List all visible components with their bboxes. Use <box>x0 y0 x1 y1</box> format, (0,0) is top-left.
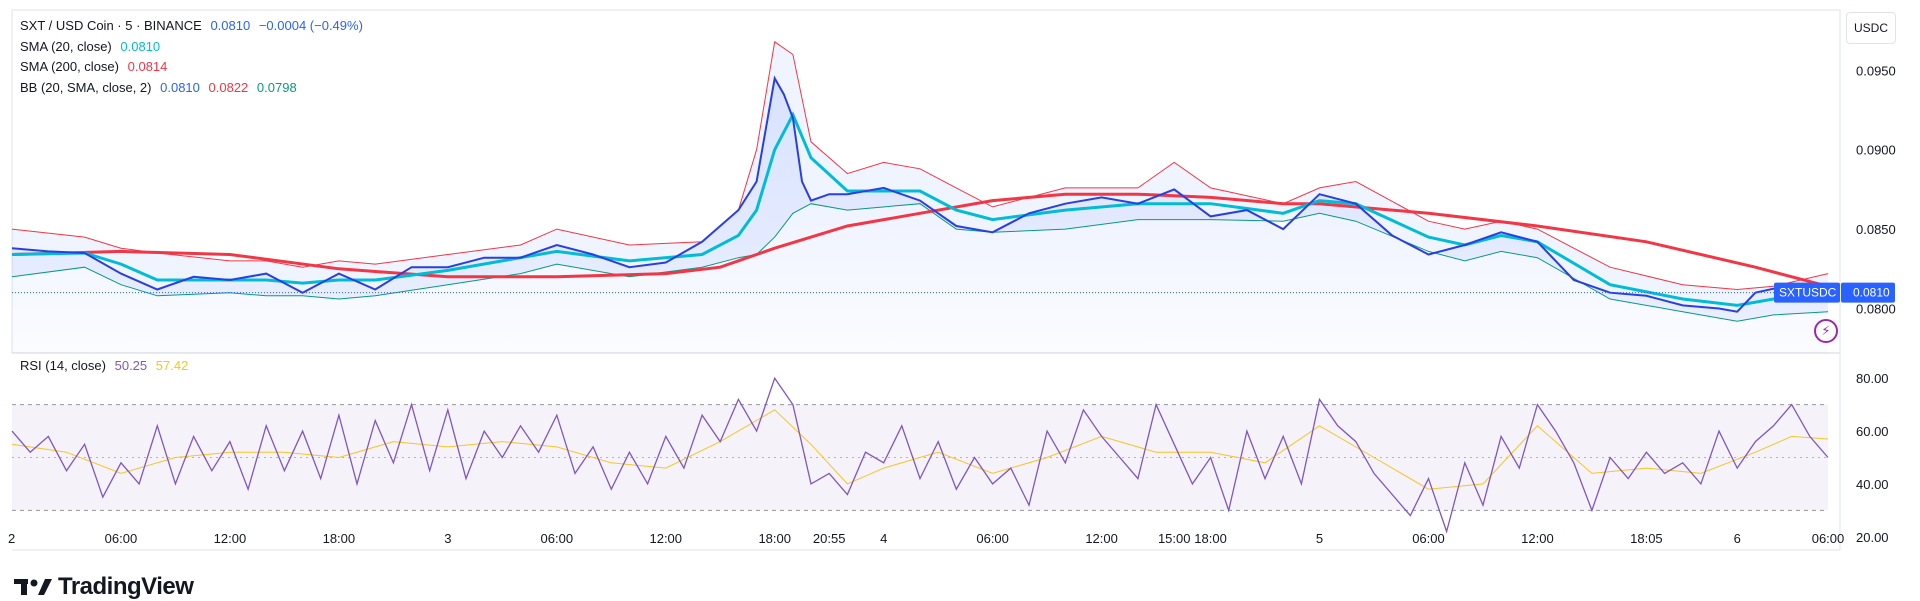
time-axis-tick-label: 20:55 <box>813 531 846 546</box>
price-axis-tick-label: 0.0950 <box>1856 63 1896 78</box>
time-axis-tick-label: 5 <box>1316 531 1323 546</box>
rsi-axis-tick-label: 20.00 <box>1856 530 1889 545</box>
time-axis-tick-label: 06:00 <box>1412 531 1445 546</box>
sma20-label: SMA (20, close) <box>20 39 112 54</box>
rsi-ma-line <box>11 409 1829 490</box>
time-axis-tick-label: 06:00 <box>1812 531 1845 546</box>
time-axis-tick-label: 3 <box>444 531 451 546</box>
bb-label: BB (20, SMA, close, 2) <box>20 80 152 95</box>
time-axis-tick-label: 6 <box>1734 531 1741 546</box>
time-axis-tick-label: 12:00 <box>1085 531 1118 546</box>
sma200-line <box>11 192 1829 288</box>
last-price-tag: 0.0810 <box>1841 282 1895 303</box>
rsi-line <box>11 376 1829 534</box>
time-axis-tick-label: 12:00 <box>1521 531 1554 546</box>
price-axis-tick-label: 0.0900 <box>1856 143 1896 158</box>
rsi-ma-value: 57.42 <box>155 358 189 373</box>
bb-lower-value: 0.0798 <box>256 80 297 95</box>
time-axis-tick-label: 12:00 <box>649 531 682 546</box>
legend-change: −0.0004 (−0.49%) <box>258 18 363 33</box>
price-line <box>11 75 1829 313</box>
tradingview-logo-icon <box>14 579 52 595</box>
sma200-label: SMA (200, close) <box>20 59 119 74</box>
sma20-value: 0.0810 <box>120 39 161 54</box>
legend-sma200[interactable]: SMA (200, close) 0.0814 <box>20 59 172 75</box>
rsi-axis-tick-label: 80.00 <box>1856 371 1889 386</box>
sma20-line <box>11 111 1829 307</box>
rsi-axis-tick-label: 60.00 <box>1856 424 1889 439</box>
lightning-icon[interactable]: ⚡ <box>1814 319 1838 343</box>
symbol-tag-label: SXTUSDC <box>1779 286 1837 300</box>
time-axis-tick-label: 15:00 <box>1158 531 1191 546</box>
time-axis-tick-label: 06:00 <box>105 531 138 546</box>
time-axis-tick-label: 06:00 <box>976 531 1009 546</box>
bb-upper-value: 0.0822 <box>208 80 249 95</box>
time-axis-tick-label: 18:00 <box>758 531 791 546</box>
time-axis-tick-label: 18:00 <box>323 531 356 546</box>
rsi-value: 50.25 <box>114 358 148 373</box>
bb-upper-line <box>11 40 1829 291</box>
time-axis-tick-label: 18:00 <box>1194 531 1227 546</box>
legend-price: 0.0810 <box>210 18 251 33</box>
price-axis-tick-label: 0.0800 <box>1856 302 1896 317</box>
brand-name: TradingView <box>58 573 194 600</box>
bb-mid-value: 0.0810 <box>160 80 200 95</box>
sma200-value: 0.0814 <box>127 59 168 74</box>
last-price-label: 0.0810 <box>1853 286 1890 300</box>
time-axis-tick-label: 06:00 <box>541 531 574 546</box>
tradingview-logo[interactable]: TradingView <box>14 573 194 600</box>
time-axis-tick-label: 18:05 <box>1630 531 1663 546</box>
rsi-axis-tick-label: 40.00 <box>1856 477 1889 492</box>
price-area-fill <box>12 78 1828 354</box>
bb-lower-line <box>11 203 1829 322</box>
time-axis-tick-label: 2 <box>8 531 15 546</box>
time-axis-tick-label: 12:00 <box>214 531 247 546</box>
legend-rsi[interactable]: RSI (14, close) 50.25 57.42 <box>20 358 193 374</box>
legend-main: SXT / USD Coin · 5 · BINANCE 0.0810 −0.0… <box>20 18 368 34</box>
rsi-label: RSI (14, close) <box>20 358 106 373</box>
symbol-tag: SXTUSDC <box>1774 282 1840 303</box>
price-axis-tick-label: 0.0850 <box>1856 222 1896 237</box>
currency-unit-button[interactable]: USDC <box>1846 12 1896 44</box>
legend-bb[interactable]: BB (20, SMA, close, 2) 0.0810 0.0822 0.0… <box>20 80 302 96</box>
legend-sma20[interactable]: SMA (20, close) 0.0810 <box>20 39 165 55</box>
bollinger-band-fill <box>12 41 1828 322</box>
symbol-title[interactable]: SXT / USD Coin · 5 · BINANCE <box>20 18 202 33</box>
time-axis-tick-label: 4 <box>880 531 887 546</box>
